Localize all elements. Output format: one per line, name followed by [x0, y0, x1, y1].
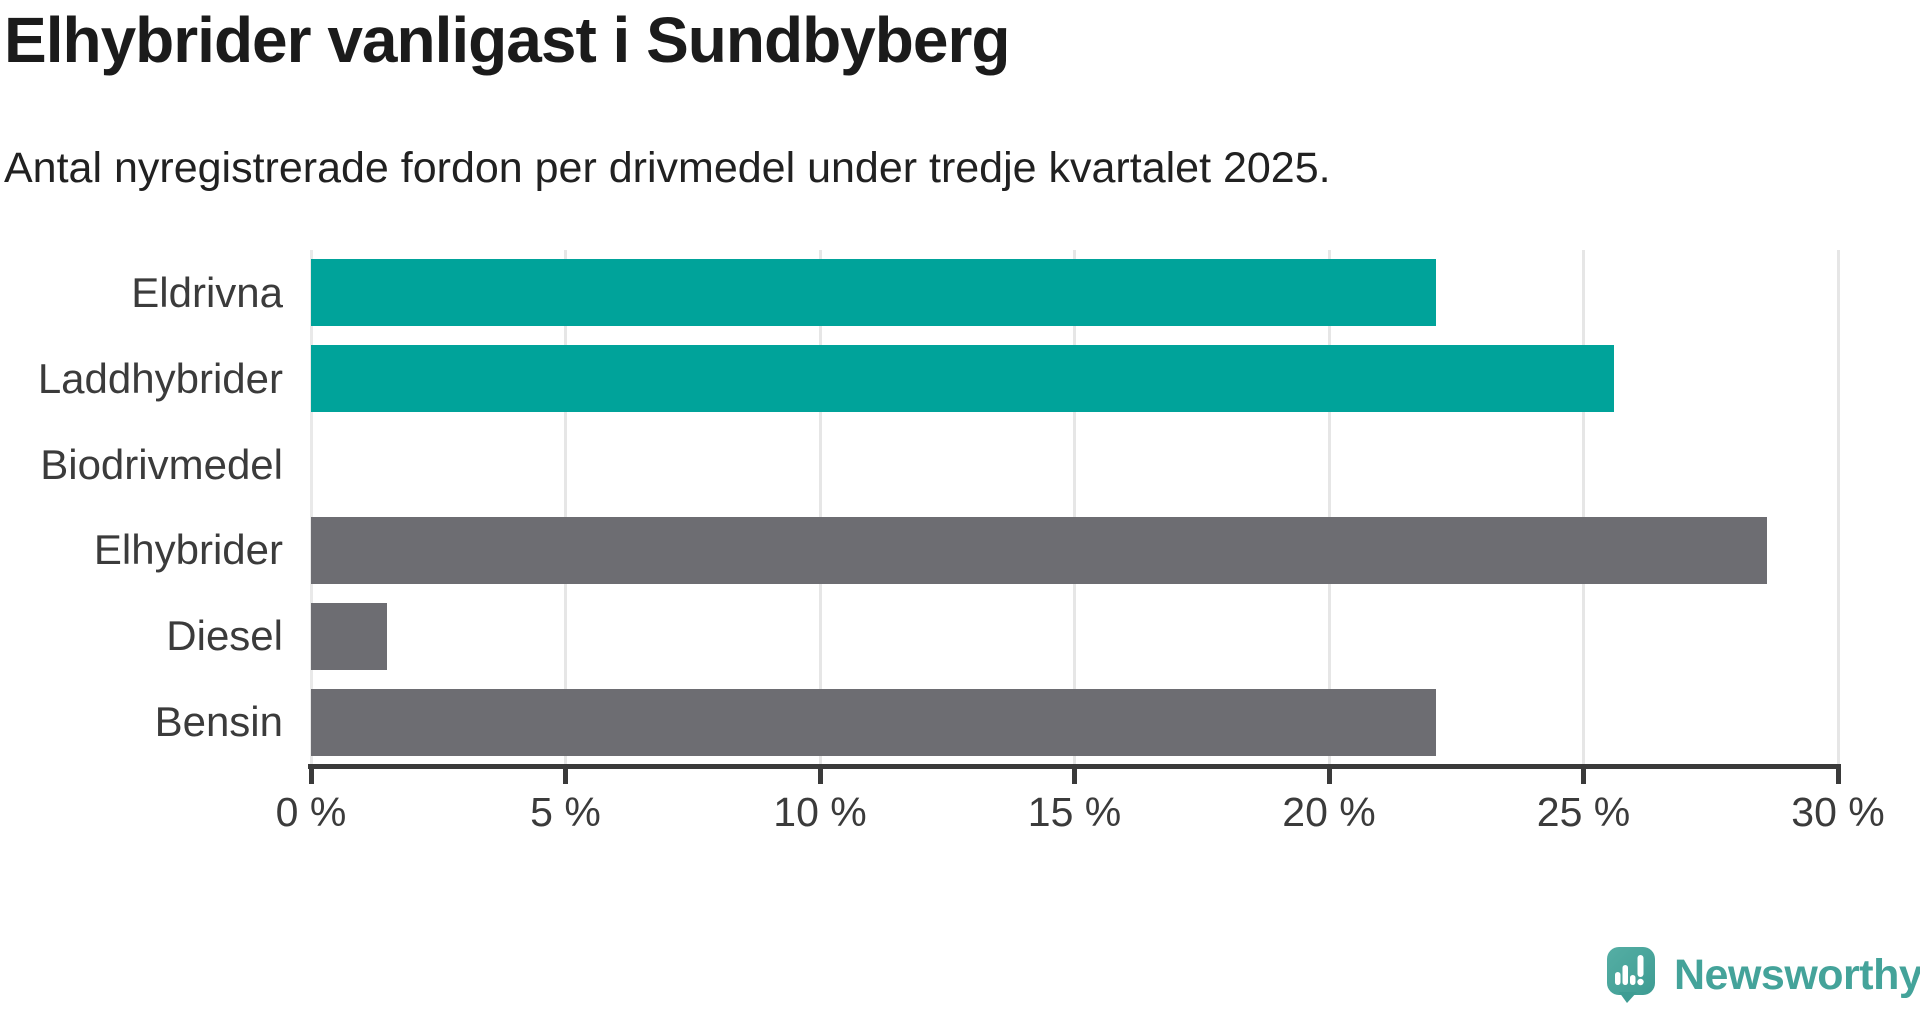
x-tick-label-15: 15 % — [1027, 789, 1122, 835]
x-tick-30 — [1835, 764, 1841, 784]
bar-laddhybrider — [311, 345, 1614, 413]
bar-diesel — [311, 602, 387, 670]
category-label-biodrivmedel: Biodrivmedel — [40, 440, 283, 488]
chart-title: Elhybrider vanligast i Sundbyberg — [4, 4, 1010, 76]
bar-bensin — [311, 688, 1436, 756]
x-tick-label-20: 20 % — [1282, 789, 1376, 835]
gridline-25 — [1582, 250, 1585, 765]
x-tick-label-30: 30 % — [1791, 789, 1885, 835]
newsworthy-bubble-chart-icon — [1607, 947, 1655, 1003]
category-label-laddhybrider: Laddhybrider — [37, 354, 283, 402]
x-tick-0 — [308, 764, 314, 784]
gridline-5 — [564, 250, 567, 765]
x-tick-10 — [817, 764, 823, 784]
bar-elhybrider — [311, 516, 1767, 584]
category-label-diesel: Diesel — [166, 612, 283, 660]
bar-eldrivna — [311, 259, 1436, 327]
gridline-30 — [1836, 250, 1840, 765]
x-tick-label-5: 5 % — [530, 789, 601, 835]
category-label-eldrivna: Eldrivna — [131, 268, 283, 316]
gridline-10 — [818, 250, 822, 765]
x-tick-label-0: 0 % — [275, 789, 347, 835]
x-tick-15 — [1072, 764, 1077, 784]
newsworthy-logo-text: Newsworthy — [1674, 951, 1920, 999]
chart-subtitle: Antal nyregistrerade fordon per drivmede… — [4, 144, 1331, 192]
x-tick-label-25: 25 % — [1536, 789, 1631, 835]
x-tick-5 — [563, 764, 568, 784]
category-label-elhybrider: Elhybrider — [93, 526, 283, 574]
x-tick-label-10: 10 % — [773, 789, 867, 835]
y-axis-spine — [309, 250, 313, 765]
gridline-20 — [1327, 250, 1331, 765]
x-tick-20 — [1326, 764, 1332, 784]
category-label-bensin: Bensin — [154, 698, 283, 746]
x-tick-25 — [1581, 764, 1586, 784]
newsworthy-logo: Newsworthy — [1606, 946, 1920, 1004]
gridline-15 — [1073, 250, 1076, 765]
